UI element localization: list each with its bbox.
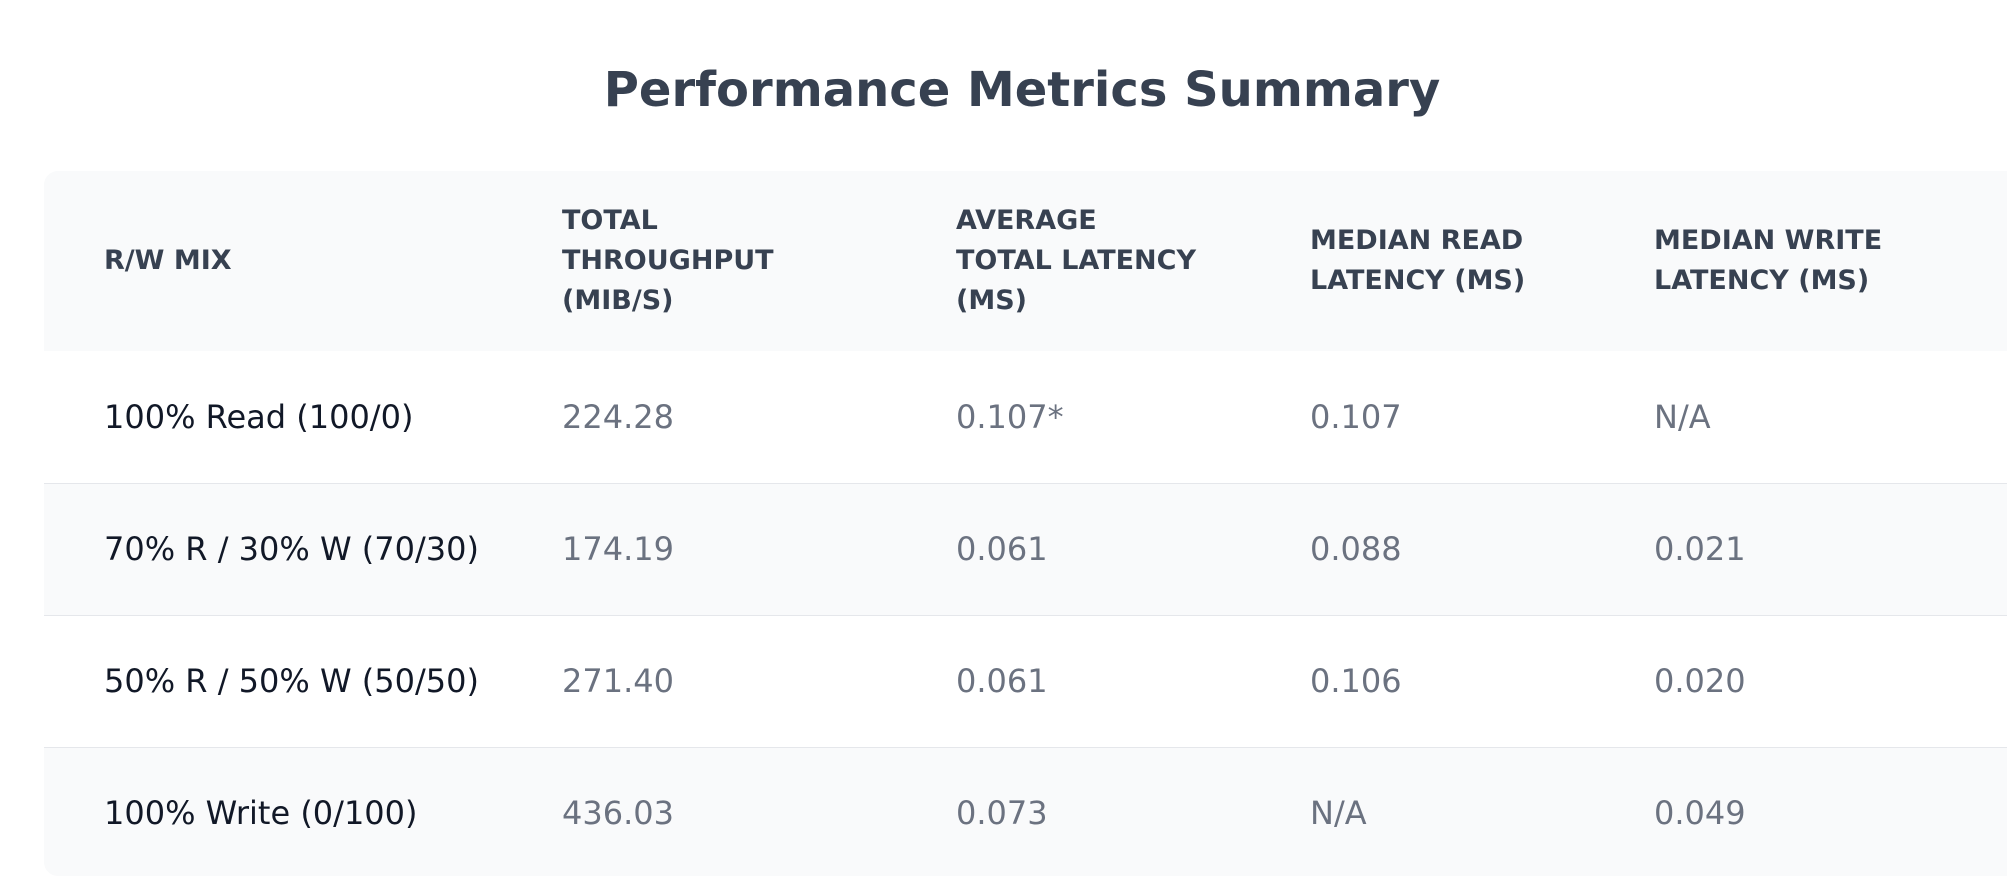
header-rw-mix: R/W MIX [104,245,232,276]
cell-median-write-latency: 0.049 [1654,794,1746,833]
table-row: 100% Write (0/100) 436.03 0.073 N/A 0.04… [44,747,2007,876]
metrics-table: R/W MIX TOTAL THROUGHPUT (MIB/S) AVERAGE… [44,171,2007,876]
header-total-throughput: TOTAL THROUGHPUT (MIB/S) [562,205,774,316]
cell-total-throughput: 224.28 [562,397,674,436]
cell-total-throughput: 271.40 [562,662,674,700]
cell-total-throughput: 174.19 [562,530,674,568]
table-body: 100% Read (100/0) 224.28 0.107* 0.107 N/… [44,351,2007,876]
table-row: 50% R / 50% W (50/50) 271.40 0.061 0.106… [44,615,2007,747]
cell-median-write-latency: 0.020 [1654,662,1746,700]
header-row: R/W MIX TOTAL THROUGHPUT (MIB/S) AVERAGE… [44,171,2007,351]
cell-rw-mix: 50% R / 50% W (50/50) [104,662,479,700]
cell-average-total-latency: 0.073 [956,794,1048,833]
cell-median-read-latency: 0.107 [1310,397,1402,436]
cell-average-total-latency: 0.061 [956,530,1048,568]
cell-median-write-latency: 0.021 [1654,530,1746,568]
cell-median-write-latency: N/A [1654,397,1711,436]
cell-rw-mix: 100% Write (0/100) [104,794,418,833]
table-header: R/W MIX TOTAL THROUGHPUT (MIB/S) AVERAGE… [44,171,2007,351]
header-average-total-latency: AVERAGE TOTAL LATENCY (MS) [956,205,1197,316]
cell-rw-mix: 100% Read (100/0) [104,397,414,436]
cell-median-read-latency: 0.106 [1310,662,1402,700]
cell-median-read-latency: N/A [1310,794,1367,833]
cell-median-read-latency: 0.088 [1310,530,1402,568]
header-median-write-latency: MEDIAN WRITE LATENCY (MS) [1654,225,1883,296]
cell-average-total-latency: 0.061 [956,662,1048,700]
cell-rw-mix: 70% R / 30% W (70/30) [104,530,479,568]
metrics-table-container: R/W MIX TOTAL THROUGHPUT (MIB/S) AVERAGE… [44,171,2007,876]
cell-average-total-latency: 0.107* [956,397,1064,436]
cell-total-throughput: 436.03 [562,794,674,833]
table-row: 70% R / 30% W (70/30) 174.19 0.061 0.088… [44,483,2007,615]
table-row: 100% Read (100/0) 224.28 0.107* 0.107 N/… [44,351,2007,483]
page-title: Performance Metrics Summary [603,62,1441,118]
header-median-read-latency: MEDIAN READ LATENCY (MS) [1310,225,1526,296]
